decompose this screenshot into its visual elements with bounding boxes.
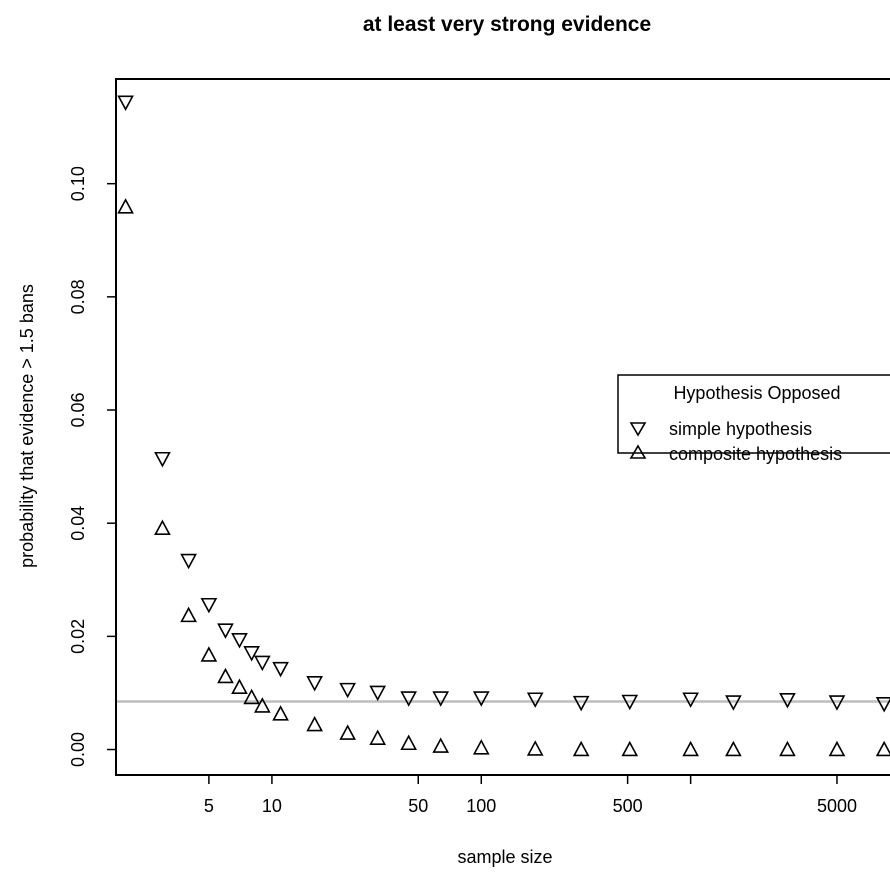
y-tick-label: 0.08: [68, 279, 88, 314]
legend: Hypothesis Opposed simple hypothesis com…: [617, 374, 890, 464]
point-simple-hypothesis: [154, 451, 171, 468]
point-composite-hypothesis: [369, 729, 387, 745]
point-composite-hypothesis: [253, 697, 271, 713]
x-tick-label: 50: [408, 796, 428, 816]
point-composite-hypothesis: [400, 734, 418, 751]
chart-title: at least very strong evidence: [363, 13, 651, 36]
point-simple-hypothesis: [432, 691, 450, 707]
point-composite-hypothesis: [779, 740, 796, 757]
legend-entry-composite: composite hypothesis: [629, 444, 842, 464]
point-simple-hypothesis: [272, 661, 289, 678]
legend-title: Hypothesis Opposed: [673, 383, 840, 403]
legend-label-simple: simple hypothesis: [669, 419, 812, 439]
y-tick-label: 0.02: [68, 619, 88, 654]
point-simple-hypothesis: [526, 692, 544, 708]
point-simple-hypothesis: [828, 695, 846, 711]
point-simple-hypothesis: [369, 685, 387, 702]
point-simple-hypothesis: [472, 691, 490, 707]
point-composite-hypothesis: [621, 740, 639, 757]
point-simple-hypothesis: [339, 682, 356, 699]
point-composite-hypothesis: [725, 740, 742, 757]
point-simple-hypothesis: [217, 623, 234, 639]
plot-frame: [115, 78, 890, 776]
point-simple-hypothesis: [231, 633, 248, 649]
point-composite-hypothesis: [243, 688, 260, 705]
axes: 5 10 50 100 500 5000 0.00 0.02 0.04 0.06 0.08 0.10: [68, 166, 857, 816]
point-simple-hypothesis: [117, 95, 134, 111]
point-simple-hypothesis: [779, 693, 796, 709]
point-simple-hypothesis: [400, 691, 418, 707]
point-composite-hypothesis: [272, 705, 289, 721]
legend-box: [617, 374, 890, 454]
point-simple-hypothesis: [725, 695, 742, 711]
y-tick-label: 0.00: [68, 732, 88, 767]
point-simple-hypothesis: [243, 646, 260, 662]
point-composite-hypothesis: [339, 724, 356, 740]
point-simple-hypothesis: [682, 692, 699, 708]
point-simple-hypothesis: [621, 694, 639, 711]
legend-entry-simple: simple hypothesis: [629, 419, 812, 439]
point-simple-hypothesis: [180, 553, 197, 570]
point-composite-hypothesis: [526, 740, 544, 756]
point-simple-hypothesis: [875, 696, 890, 713]
point-composite-hypothesis: [306, 715, 323, 732]
point-simple-hypothesis: [572, 695, 590, 712]
x-tick-label: 10: [262, 796, 282, 816]
point-simple-hypothesis: [200, 597, 218, 614]
point-simple-hypothesis: [253, 655, 271, 672]
point-composite-hypothesis: [154, 519, 171, 536]
x-axis-label: sample size: [457, 847, 552, 867]
data-markers: [117, 95, 890, 757]
point-simple-hypothesis: [306, 676, 323, 692]
point-composite-hypothesis: [231, 678, 248, 695]
point-composite-hypothesis: [117, 198, 134, 214]
legend-triangle-down-icon: [629, 422, 647, 437]
point-composite-hypothesis: [828, 740, 846, 757]
x-tick-label: 5000: [817, 796, 857, 816]
y-axis-label: probability that evidence > 1.5 bans: [17, 284, 37, 568]
point-composite-hypothesis: [682, 740, 699, 757]
y-tick-label: 0.04: [68, 506, 88, 541]
legend-label-composite: composite hypothesis: [669, 444, 842, 464]
point-composite-hypothesis: [432, 737, 450, 753]
y-tick-label: 0.06: [68, 393, 88, 428]
x-tick-label: 100: [466, 796, 496, 816]
point-composite-hypothesis: [200, 646, 218, 662]
x-tick-label: 500: [613, 796, 643, 816]
point-composite-hypothesis: [180, 606, 197, 623]
x-tick-label: 5: [204, 796, 214, 816]
point-composite-hypothesis: [875, 740, 890, 757]
point-composite-hypothesis: [472, 739, 490, 755]
y-tick-label: 0.10: [68, 166, 88, 201]
point-composite-hypothesis: [572, 740, 590, 757]
legend-triangle-up-icon: [629, 444, 647, 459]
point-composite-hypothesis: [217, 667, 234, 684]
